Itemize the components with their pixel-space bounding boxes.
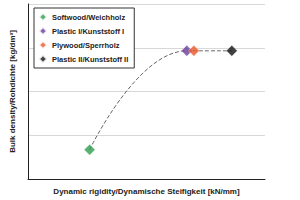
svg-text:Plywood/Sperrholz: Plywood/Sperrholz — [52, 41, 120, 50]
svg-text:Dynamic rigidity/Dynamische St: Dynamic rigidity/Dynamische Steifigkeit … — [53, 187, 240, 196]
svg-text:Plastic II/Kunststoff II: Plastic II/Kunststoff II — [52, 55, 128, 64]
svg-text:Bulk density/Rohdichte [kg/dm³: Bulk density/Rohdichte [kg/dm³] — [8, 30, 17, 153]
svg-text:Softwood/Weichholz: Softwood/Weichholz — [52, 13, 125, 22]
svg-text:Plastic I/Kunststoff I: Plastic I/Kunststoff I — [52, 27, 124, 36]
